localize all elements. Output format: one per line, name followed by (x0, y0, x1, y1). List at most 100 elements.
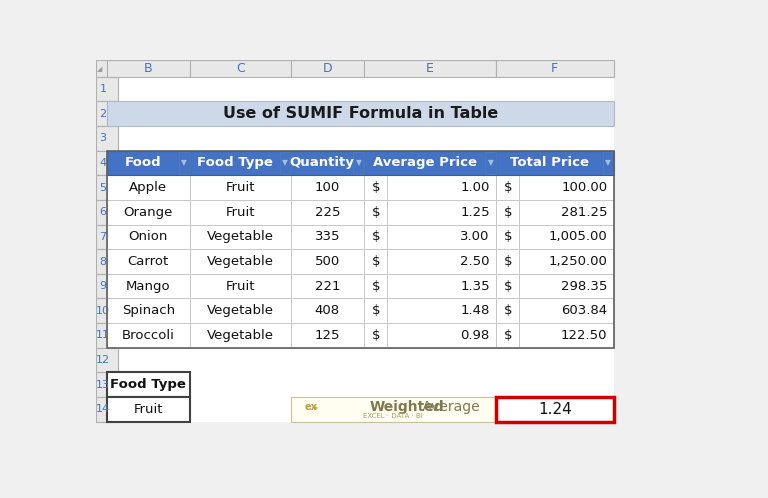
Text: 13: 13 (96, 379, 110, 390)
Text: Food Type: Food Type (111, 378, 187, 391)
Text: 1: 1 (100, 84, 107, 94)
Bar (96, 397, 118, 422)
Text: ▼: ▼ (181, 158, 187, 167)
Bar (96, 77, 118, 101)
Text: Weighted: Weighted (370, 400, 445, 414)
Bar (179, 152, 190, 174)
Bar (107, 397, 614, 422)
Text: $: $ (372, 231, 380, 244)
Text: Vegetable: Vegetable (207, 255, 273, 268)
Bar (107, 397, 190, 422)
Bar (190, 225, 290, 249)
Text: 6: 6 (100, 207, 107, 217)
Text: 11: 11 (96, 330, 110, 341)
Bar (496, 397, 614, 422)
Bar (290, 274, 364, 298)
Bar (96, 200, 118, 225)
Bar (496, 323, 614, 348)
Text: 1.25: 1.25 (460, 206, 490, 219)
Bar (190, 274, 290, 298)
Text: 10: 10 (96, 306, 110, 316)
Bar (107, 175, 190, 200)
Text: Use of SUMIF Formula in Table: Use of SUMIF Formula in Table (223, 106, 498, 121)
Text: Apple: Apple (129, 181, 167, 194)
Bar (107, 274, 614, 298)
Text: $: $ (372, 280, 380, 293)
Bar (364, 150, 496, 175)
Text: 7: 7 (99, 232, 107, 242)
Text: 225: 225 (315, 206, 340, 219)
Text: E: E (426, 62, 434, 75)
Bar (485, 152, 496, 174)
Text: $: $ (504, 181, 512, 194)
Text: 2.50: 2.50 (460, 255, 490, 268)
Bar (290, 298, 364, 323)
Text: Fruit: Fruit (225, 181, 255, 194)
Text: 1.24: 1.24 (538, 402, 571, 417)
Bar (96, 126, 118, 150)
Text: EXCEL · DATA · BI: EXCEL · DATA · BI (363, 412, 423, 418)
Text: Fruit: Fruit (134, 403, 163, 416)
Bar (107, 373, 614, 397)
Text: ex: ex (304, 402, 317, 412)
Text: C: C (236, 62, 244, 75)
Text: 1.00: 1.00 (460, 181, 490, 194)
Bar (96, 60, 107, 77)
Text: 14: 14 (96, 404, 110, 414)
Bar (96, 225, 118, 249)
Bar (107, 225, 614, 249)
Bar (364, 323, 496, 348)
Text: 1,005.00: 1,005.00 (549, 231, 607, 244)
Bar (496, 60, 614, 77)
Text: ◢: ◢ (97, 66, 102, 72)
Text: ▼: ▼ (488, 158, 493, 167)
Bar (190, 323, 290, 348)
Text: ▼: ▼ (282, 158, 288, 167)
Text: Fruit: Fruit (225, 280, 255, 293)
Bar (107, 60, 190, 77)
Bar (496, 175, 614, 200)
Bar (107, 150, 614, 348)
Text: 5: 5 (100, 183, 107, 193)
Bar (290, 397, 496, 422)
Bar (603, 152, 614, 174)
Text: 1.48: 1.48 (460, 304, 490, 317)
Bar (290, 60, 364, 77)
Text: $: $ (504, 280, 512, 293)
Bar (107, 249, 190, 274)
Text: Fruit: Fruit (225, 206, 255, 219)
Bar (364, 274, 496, 298)
Bar (107, 150, 190, 175)
Text: 100: 100 (315, 181, 340, 194)
Text: 100.00: 100.00 (561, 181, 607, 194)
Bar (107, 200, 614, 225)
Text: Total Price: Total Price (510, 156, 589, 169)
Text: 281.25: 281.25 (561, 206, 607, 219)
Text: Broccoli: Broccoli (122, 329, 175, 342)
Text: ▸: ▸ (314, 402, 318, 411)
Bar (96, 274, 118, 298)
Text: Orange: Orange (124, 206, 173, 219)
Bar (107, 101, 614, 126)
Bar (107, 77, 614, 101)
Bar (290, 150, 364, 175)
Text: $: $ (504, 329, 512, 342)
Bar (107, 323, 190, 348)
Text: 221: 221 (315, 280, 340, 293)
Bar (364, 60, 496, 77)
Bar (290, 249, 364, 274)
Bar (96, 249, 118, 274)
Bar (190, 249, 290, 274)
Text: 3.00: 3.00 (460, 231, 490, 244)
Bar (107, 348, 614, 373)
Text: $: $ (504, 304, 512, 317)
Text: 4: 4 (99, 158, 107, 168)
Bar (96, 348, 118, 373)
Text: Average: Average (418, 400, 480, 414)
Bar (496, 200, 614, 225)
Bar (364, 225, 496, 249)
Text: 298.35: 298.35 (561, 280, 607, 293)
Bar (496, 274, 614, 298)
Text: 2: 2 (99, 109, 107, 119)
Text: 603.84: 603.84 (561, 304, 607, 317)
